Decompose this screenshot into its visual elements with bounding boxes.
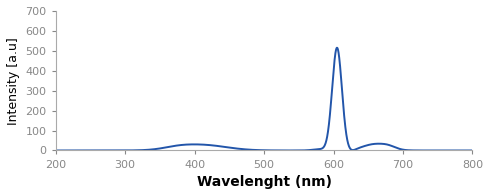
Y-axis label: Intensity [a.u]: Intensity [a.u] bbox=[7, 37, 20, 125]
X-axis label: Wavelenght (nm): Wavelenght (nm) bbox=[196, 175, 332, 189]
